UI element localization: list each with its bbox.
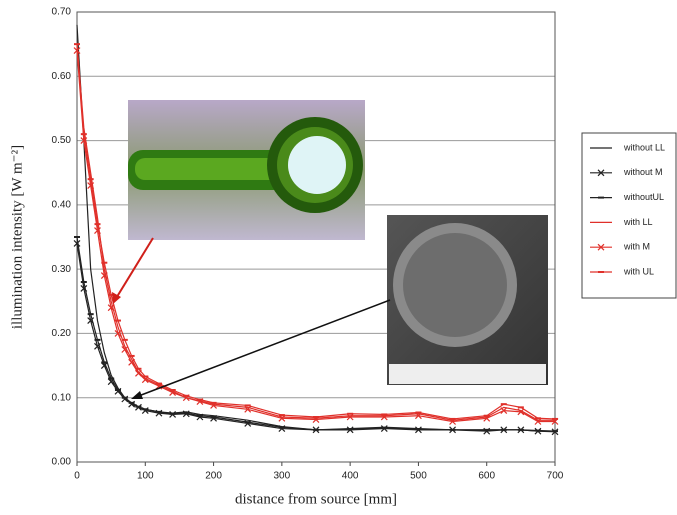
- y-tick-label: 0.20: [52, 328, 72, 339]
- legend-label: without LL: [623, 142, 665, 152]
- x-tick-label: 600: [478, 471, 495, 482]
- y-tick-label: 0.60: [52, 71, 72, 82]
- y-tick-label: 0.00: [52, 457, 72, 468]
- arrow: [136, 300, 390, 397]
- legend-label: withoutUL: [623, 192, 664, 202]
- legend-label: without M: [623, 167, 663, 177]
- y-tick-label: 0.30: [52, 264, 72, 275]
- y-tick-label: 0.40: [52, 199, 72, 210]
- x-tick-label: 300: [274, 471, 291, 482]
- x-axis-title: distance from source [mm]: [235, 491, 397, 507]
- x-tick-label: 200: [205, 471, 222, 482]
- legend-label: with LL: [623, 217, 653, 227]
- chart: 0.00 0.10 0.20 0.30 0.40 0.50 0.60 0.70 0 100 200 3…: [0, 0, 677, 515]
- x-tick-label: 500: [410, 471, 427, 482]
- x-tick-label: 100: [137, 471, 154, 482]
- arrow-head: [131, 391, 143, 399]
- x-tick-label: 400: [342, 471, 359, 482]
- x-tick-label: 700: [547, 471, 564, 482]
- inset-sem: [387, 215, 548, 385]
- y-tick-label: 0.70: [52, 7, 72, 18]
- inset-photo: [128, 100, 365, 240]
- y-tick-label: 0.10: [52, 392, 72, 403]
- x-tick-label: 0: [74, 471, 80, 482]
- legend-label: with M: [623, 242, 650, 252]
- y-tick-label: 0.50: [52, 135, 72, 146]
- y-axis-title: illumination intensity [W m⁻²]: [9, 145, 25, 329]
- legend-label: with UL: [623, 266, 654, 276]
